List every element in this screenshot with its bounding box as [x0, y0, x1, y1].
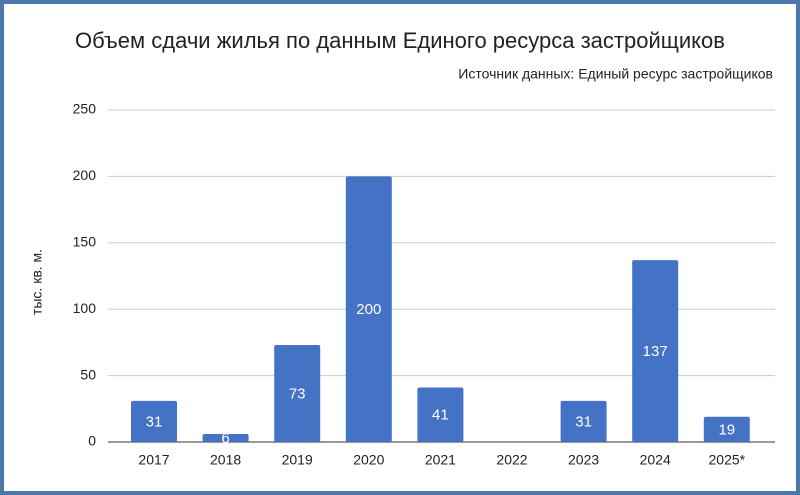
x-tick-label: 2017	[138, 452, 169, 468]
bar	[560, 400, 607, 442]
chart-subtitle: Источник данных: Единый ресурс застройщи…	[458, 66, 773, 82]
y-axis-label: тыс. кв. м.	[29, 249, 45, 315]
value-label: 200	[356, 301, 381, 318]
chart-title: Объем сдачи жилья по данным Единого ресу…	[75, 28, 725, 53]
value-label: 31	[575, 413, 592, 430]
y-tick-label: 150	[73, 234, 97, 250]
x-tick-label: 2022	[496, 452, 527, 468]
x-tick-label: 2024	[640, 452, 671, 468]
value-label: 137	[643, 343, 668, 360]
bar	[274, 345, 321, 442]
value-label: 6	[221, 430, 229, 447]
x-tick-label: 2021	[425, 452, 456, 468]
x-tick-label: 2018	[210, 452, 241, 468]
bar	[632, 260, 679, 442]
value-label: 73	[289, 385, 306, 402]
y-tick-label: 0	[88, 433, 96, 449]
y-tick-label: 200	[73, 167, 97, 183]
bar	[131, 400, 177, 442]
value-label: 31	[146, 413, 163, 430]
x-tick-label: 2020	[353, 452, 384, 468]
x-tick-label: 2025*	[709, 452, 746, 468]
x-tick-label: 2023	[568, 452, 599, 468]
bar	[703, 416, 750, 442]
y-tick-label: 250	[73, 101, 97, 117]
value-label: 41	[432, 407, 449, 424]
bar	[417, 387, 464, 442]
y-tick-label: 50	[80, 366, 96, 382]
bar	[345, 176, 392, 442]
value-label: 19	[718, 421, 735, 438]
bar	[202, 434, 249, 442]
y-tick-label: 100	[73, 300, 97, 316]
x-tick-label: 2019	[282, 452, 313, 468]
